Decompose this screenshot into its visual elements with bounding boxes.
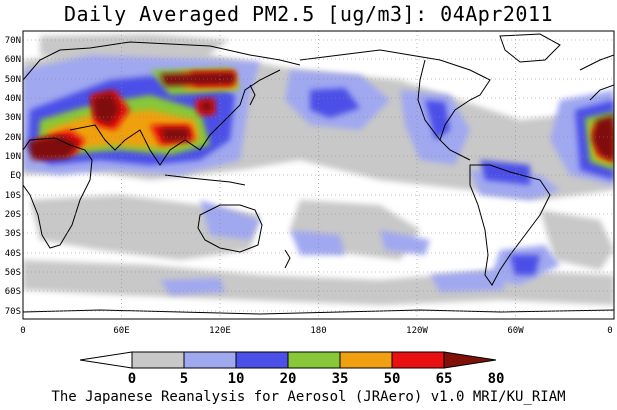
map-frame — [22, 30, 615, 320]
longitude-labels: 0 60E 120E 180 120W 60W 0 — [20, 326, 612, 336]
colorbar-tick-label: 0 — [128, 371, 136, 387]
lat-lon-grid — [23, 31, 614, 319]
lon-label: 60E — [113, 326, 129, 336]
lon-label: 0 — [20, 326, 25, 336]
lat-label: 70N — [5, 36, 21, 46]
credit-line: The Japanese Reanalysis for Aerosol (JRA… — [51, 389, 566, 405]
colorbar-tick-label: 10 — [228, 371, 245, 387]
lon-label: 0 — [607, 326, 612, 336]
colorbar-low-arrow — [79, 351, 133, 369]
lat-label: 30S — [5, 229, 21, 239]
colorbar-tick-label: 50 — [384, 371, 401, 387]
colorbar-tick-label: 65 — [436, 371, 453, 387]
colorbar-boxes — [79, 351, 497, 369]
lat-label: 20S — [5, 210, 21, 220]
colorbar-box — [131, 351, 185, 369]
lat-label: 40S — [5, 249, 21, 259]
lon-label: 120W — [406, 326, 428, 336]
latitude-labels: 70N 60N 50N 40N 30N 20N 10N EQ 10S 20S 3… — [5, 36, 21, 317]
lat-label: 50S — [5, 268, 21, 278]
lat-label: 10N — [5, 152, 21, 162]
lat-label: 70S — [5, 307, 21, 317]
lat-label: 60S — [5, 287, 21, 297]
lat-label: 60N — [5, 55, 21, 65]
lat-label: 40N — [5, 94, 21, 104]
colorbar-tick-label: 5 — [180, 371, 188, 387]
colorbar-tick-label: 35 — [332, 371, 349, 387]
pm25-map: 70N 60N 50N 40N 30N 20N 10N EQ 10S 20S 3… — [5, 30, 615, 336]
lat-label: 30N — [5, 113, 21, 123]
lat-label: 50N — [5, 75, 21, 85]
colorbar-high-arrow — [443, 351, 497, 369]
lat-label: 10S — [5, 191, 21, 201]
lon-label: 120E — [209, 326, 231, 336]
lon-label: 60W — [507, 326, 524, 336]
colorbar-box — [235, 351, 289, 369]
coastlines — [23, 33, 614, 315]
colorbar-tick-label: 80 — [488, 371, 505, 387]
pm25-contour-darkred — [28, 72, 614, 162]
colorbar-labels: 0 5 10 20 35 50 65 80 — [128, 371, 505, 387]
lon-label: 180 — [310, 326, 326, 336]
colorbar-box — [391, 351, 445, 369]
colorbar-tick-label: 20 — [280, 371, 297, 387]
map-title: Daily Averaged PM2.5 [ug/m3]: 04Apr2011 — [63, 2, 554, 26]
lat-label: EQ — [10, 171, 21, 181]
colorbar-box — [339, 351, 393, 369]
colorbar-box — [183, 351, 237, 369]
colorbar-box — [287, 351, 341, 369]
lat-label: 20N — [5, 133, 21, 143]
